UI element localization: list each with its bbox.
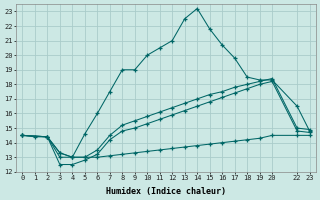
- X-axis label: Humidex (Indice chaleur): Humidex (Indice chaleur): [106, 187, 226, 196]
